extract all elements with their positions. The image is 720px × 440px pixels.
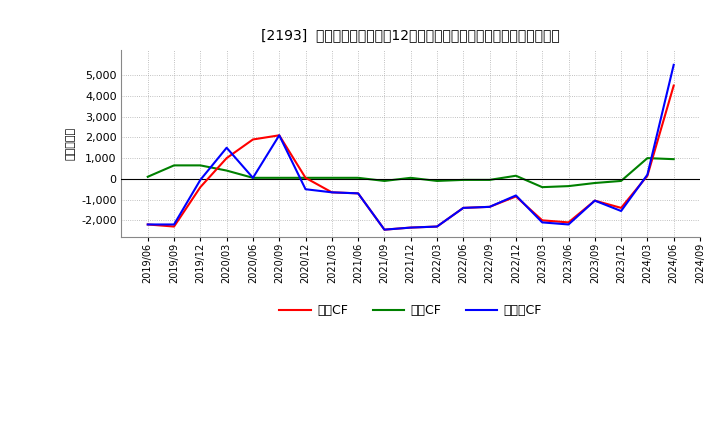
投資CF: [459, 177, 467, 183]
営業CF: [670, 83, 678, 88]
フリーCF: [512, 193, 521, 198]
営業CF: [512, 194, 521, 199]
投資CF: [328, 175, 336, 180]
営業CF: [196, 184, 204, 190]
Y-axis label: （百万円）: （百万円）: [66, 127, 76, 160]
フリーCF: [248, 175, 257, 180]
営業CF: [617, 205, 626, 210]
投資CF: [275, 175, 284, 180]
フリーCF: [301, 187, 310, 192]
営業CF: [222, 155, 231, 161]
営業CF: [328, 190, 336, 195]
投資CF: [538, 184, 546, 190]
フリーCF: [222, 145, 231, 150]
フリーCF: [538, 220, 546, 225]
投資CF: [301, 175, 310, 180]
営業CF: [459, 205, 467, 210]
投資CF: [354, 175, 362, 180]
営業CF: [143, 222, 152, 227]
フリーCF: [380, 227, 389, 232]
営業CF: [354, 191, 362, 196]
投資CF: [222, 168, 231, 173]
営業CF: [170, 224, 179, 229]
営業CF: [485, 204, 494, 209]
Legend: 営業CF, 投資CF, フリーCF: 営業CF, 投資CF, フリーCF: [274, 299, 547, 322]
フリーCF: [406, 225, 415, 230]
投資CF: [380, 178, 389, 183]
投資CF: [643, 155, 652, 161]
フリーCF: [275, 133, 284, 138]
フリーCF: [354, 191, 362, 196]
投資CF: [512, 173, 521, 178]
営業CF: [301, 175, 310, 180]
フリーCF: [670, 62, 678, 67]
投資CF: [143, 174, 152, 180]
投資CF: [564, 183, 573, 189]
営業CF: [433, 224, 441, 229]
フリーCF: [590, 198, 599, 203]
営業CF: [406, 225, 415, 230]
投資CF: [485, 177, 494, 183]
投資CF: [590, 180, 599, 186]
営業CF: [564, 220, 573, 225]
フリーCF: [643, 172, 652, 177]
フリーCF: [170, 222, 179, 227]
投資CF: [248, 175, 257, 180]
投資CF: [433, 178, 441, 183]
Title: [2193]  キャッシュフローの12か月移動合計の対前年同期増減額の推移: [2193] キャッシュフローの12か月移動合計の対前年同期増減額の推移: [261, 28, 560, 42]
営業CF: [538, 218, 546, 223]
営業CF: [275, 133, 284, 138]
営業CF: [590, 198, 599, 203]
営業CF: [248, 137, 257, 142]
フリーCF: [433, 224, 441, 229]
フリーCF: [196, 177, 204, 183]
フリーCF: [564, 222, 573, 227]
Line: 投資CF: 投資CF: [148, 158, 674, 187]
投資CF: [617, 178, 626, 183]
投資CF: [170, 163, 179, 168]
投資CF: [670, 157, 678, 162]
営業CF: [643, 173, 652, 178]
フリーCF: [459, 205, 467, 210]
フリーCF: [328, 190, 336, 195]
投資CF: [196, 163, 204, 168]
営業CF: [380, 227, 389, 232]
Line: 営業CF: 営業CF: [148, 85, 674, 230]
フリーCF: [485, 204, 494, 209]
フリーCF: [143, 222, 152, 227]
投資CF: [406, 175, 415, 180]
Line: フリーCF: フリーCF: [148, 65, 674, 230]
フリーCF: [617, 209, 626, 214]
